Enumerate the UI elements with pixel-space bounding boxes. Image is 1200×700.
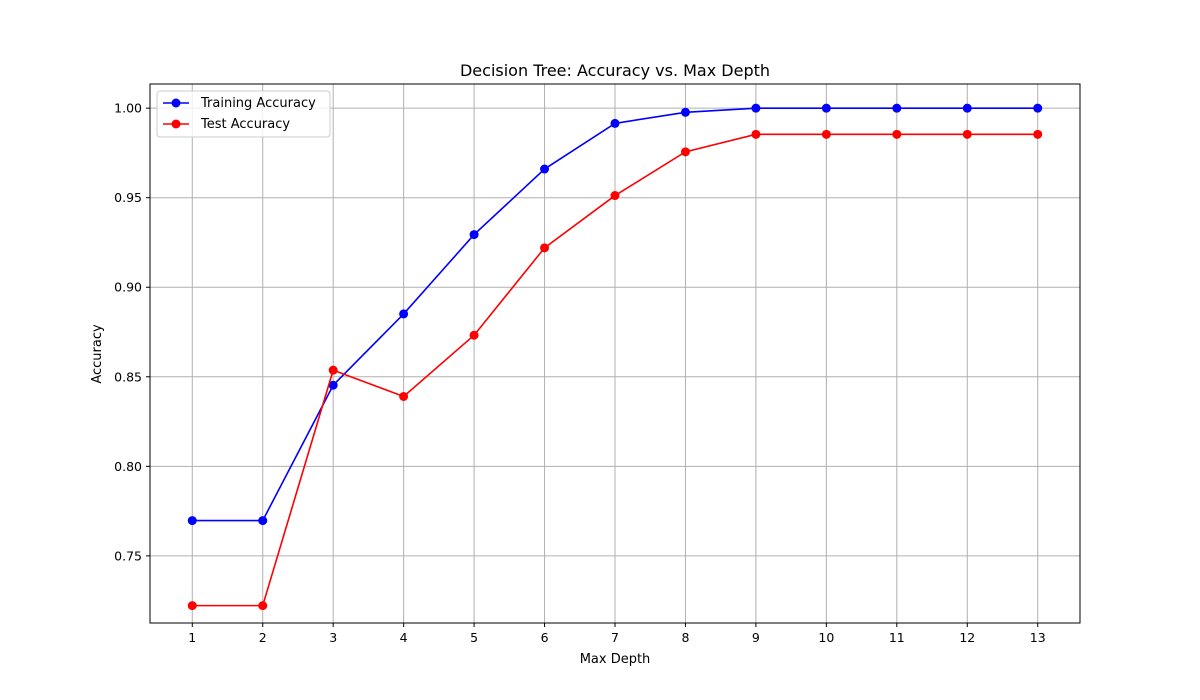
y-axis-label: Accuracy: [90, 324, 105, 384]
y-tick-label: 0.75: [114, 548, 142, 563]
x-tick-label: 5: [470, 630, 478, 645]
chart-title: Decision Tree: Accuracy vs. Max Depth: [460, 61, 770, 80]
y-tick-label: 0.95: [114, 190, 142, 205]
data-point-test: [680, 147, 690, 157]
data-point-training: [680, 107, 690, 117]
x-tick-label: 7: [611, 630, 619, 645]
data-point-test: [892, 129, 902, 139]
data-point-training: [892, 103, 902, 113]
data-point-test: [962, 129, 972, 139]
x-tick-label: 12: [959, 630, 975, 645]
data-point-test: [1033, 129, 1043, 139]
legend-marker-training: [171, 98, 181, 108]
x-axis: 1 2 3 4 5 6 7 8 9 10 11 12 13: [188, 623, 1046, 645]
data-point-test: [187, 601, 197, 611]
data-point-training: [258, 516, 268, 526]
x-tick-label: 10: [818, 630, 834, 645]
data-point-test: [821, 129, 831, 139]
x-tick-label: 6: [541, 630, 549, 645]
data-point-training: [328, 380, 338, 390]
legend-label-test: Test Accuracy: [200, 117, 290, 132]
x-tick-label: 4: [400, 630, 408, 645]
data-point-training: [610, 118, 620, 128]
data-point-training: [962, 103, 972, 113]
data-point-training: [821, 103, 831, 113]
data-point-test: [328, 365, 338, 375]
data-point-test: [258, 601, 268, 611]
y-tick-label: 0.85: [114, 369, 142, 384]
legend: Training Accuracy Test Accuracy: [156, 90, 331, 138]
x-tick-label: 13: [1030, 630, 1046, 645]
y-tick-label: 0.80: [114, 459, 142, 474]
x-tick-label: 2: [259, 630, 267, 645]
x-tick-label: 1: [188, 630, 196, 645]
y-axis: 0.75 0.80 0.85 0.90 0.95 1.00: [114, 101, 150, 563]
x-tick-label: 9: [752, 630, 760, 645]
data-point-training: [469, 230, 479, 240]
legend-label-training: Training Accuracy: [200, 96, 316, 111]
data-point-training: [751, 103, 761, 113]
data-point-test: [610, 191, 620, 201]
y-tick-label: 1.00: [114, 101, 142, 116]
y-tick-label: 0.90: [114, 280, 142, 295]
legend-marker-test: [171, 119, 181, 129]
data-point-test: [399, 391, 409, 401]
series-layer: [187, 103, 1043, 611]
data-point-test: [751, 129, 761, 139]
data-point-training: [1033, 103, 1043, 113]
x-tick-label: 8: [681, 630, 689, 645]
grid: [150, 84, 1080, 623]
legend-box: [156, 90, 331, 138]
data-point-test: [469, 330, 479, 340]
data-point-training: [399, 309, 409, 319]
x-axis-label: Max Depth: [580, 652, 651, 667]
x-tick-label: 3: [329, 630, 337, 645]
data-point-training: [187, 516, 197, 526]
data-point-training: [540, 164, 550, 174]
data-point-test: [540, 243, 550, 253]
x-tick-label: 11: [889, 630, 905, 645]
